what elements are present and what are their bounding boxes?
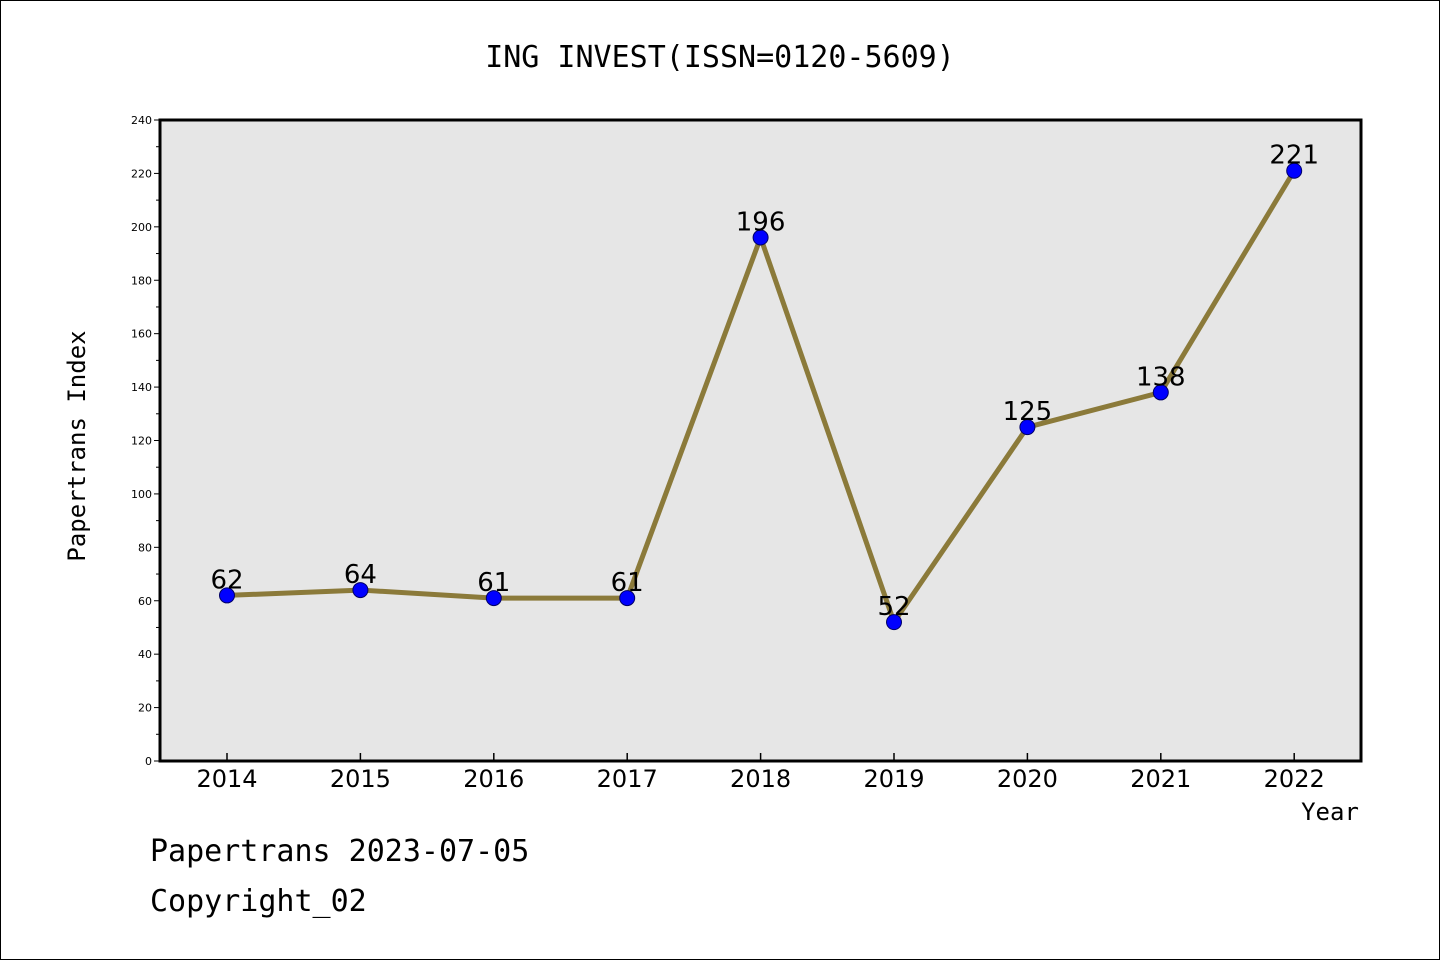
y-tick-label: 20 [138, 702, 152, 715]
data-label: 52 [877, 592, 910, 622]
data-label: 196 [736, 208, 786, 238]
data-label: 125 [1003, 397, 1053, 427]
data-point [886, 614, 902, 631]
data-label: 64 [344, 560, 377, 590]
x-tick-label: 2019 [863, 765, 924, 793]
y-axis: 0 20 40 60 80 100 120 140 160 180 200 220 240 [131, 114, 160, 768]
x-tick-label: 2017 [597, 765, 658, 793]
footer-copyright: Copyright_02 [150, 884, 367, 919]
series-group [219, 162, 1303, 631]
y-tick-label: 140 [131, 381, 152, 394]
plot-area [160, 120, 1361, 761]
data-point [219, 587, 235, 604]
chart-title: ING INVEST(ISSN=0120-5609) [485, 40, 955, 75]
data-point [619, 590, 636, 607]
data-label: 221 [1269, 141, 1319, 171]
x-axis: 2014 2015 2016 2017 2018 2019 2020 2021 2022 [196, 753, 1325, 793]
y-tick-label: 100 [131, 488, 152, 501]
y-tick-label: 0 [145, 755, 152, 768]
y-tick-label: 220 [131, 167, 152, 180]
y-tick-label: 180 [131, 274, 152, 287]
x-tick-label: 2015 [330, 765, 391, 793]
x-tick-label: 2020 [997, 765, 1058, 793]
x-tick-label: 2022 [1264, 765, 1325, 793]
y-tick-label: 120 [131, 435, 152, 448]
plot-border [158, 118, 1363, 763]
footer-date: Papertrans 2023-07-05 [150, 834, 530, 869]
x-tick-label: 2018 [730, 765, 791, 793]
data-label: 61 [477, 568, 510, 598]
y-tick-label: 200 [131, 221, 152, 234]
x-tick-label: 2021 [1130, 765, 1191, 793]
x-tick-label: 2016 [463, 765, 524, 793]
data-point [485, 590, 502, 607]
y-axis-title: Papertrans Index [63, 330, 91, 561]
y-tick-label: 160 [131, 328, 152, 341]
data-point [1152, 384, 1169, 401]
data-label: 62 [210, 565, 243, 595]
y-tick-label: 60 [138, 595, 152, 608]
y-tick-label: 80 [138, 541, 152, 554]
data-point [752, 229, 769, 246]
x-tick-label: 2014 [196, 765, 257, 793]
data-labels: 62 64 61 61 196 52 125 138 221 [210, 141, 1319, 622]
y-tick-label: 240 [131, 114, 152, 127]
y-tick-label: 40 [138, 648, 152, 661]
data-label: 61 [611, 568, 644, 598]
data-point [1019, 419, 1036, 436]
data-point [352, 582, 369, 599]
data-label: 138 [1136, 362, 1186, 392]
data-point [1286, 162, 1303, 179]
x-axis-title: Year [1301, 798, 1359, 826]
